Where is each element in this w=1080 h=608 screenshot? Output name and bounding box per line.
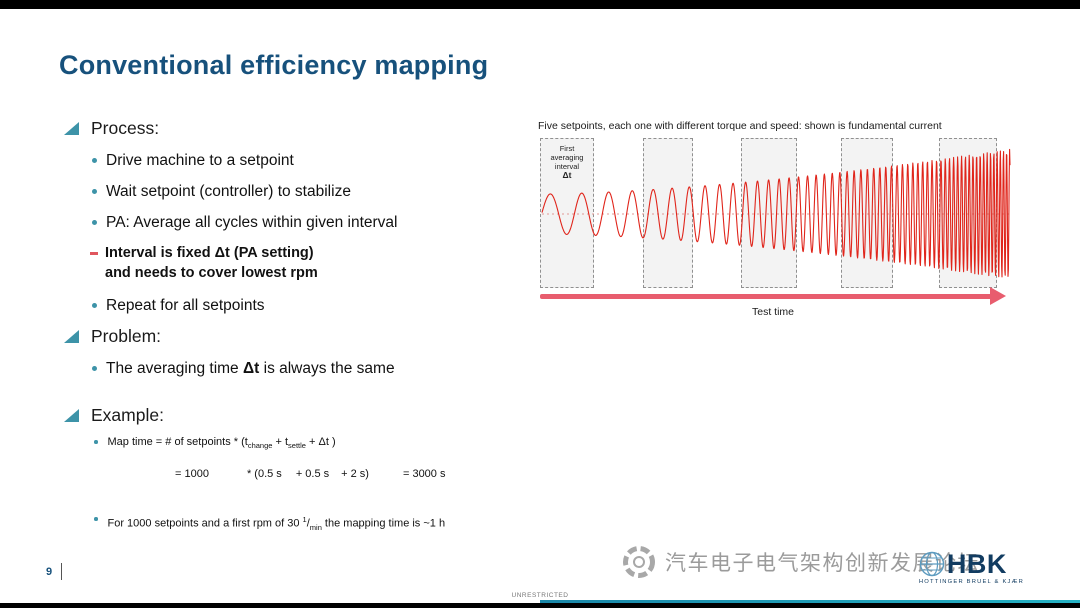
formula-values-row: = 1000 * (0.5 s + 0.5 s + 2 s) = 3000 s bbox=[60, 467, 540, 482]
footer-accent-line bbox=[540, 600, 1080, 603]
waveform-svg bbox=[541, 148, 1012, 278]
process-heading: Process: bbox=[91, 118, 160, 138]
bullet-text: Wait setpoint (controller) to stabilize bbox=[106, 183, 351, 200]
watermark-logo-icon bbox=[623, 546, 655, 578]
hbk-logo: HBK HOTTINGER BRUEL & KJÆR bbox=[918, 549, 1024, 586]
page-number-divider bbox=[61, 563, 62, 580]
bullet-item: Wait setpoint (controller) to stabilize bbox=[60, 181, 540, 202]
hbk-tagline: HOTTINGER BRUEL & KJÆR bbox=[918, 579, 1024, 585]
formula-value: + 0.5 s bbox=[295, 468, 330, 481]
dash-bullet-icon bbox=[90, 252, 98, 255]
problem-heading: Problem: bbox=[91, 326, 162, 346]
bullet-icon bbox=[92, 220, 97, 225]
triangle-bullet-icon bbox=[64, 330, 79, 343]
setpoint-diagram: Five setpoints, each one with different … bbox=[538, 120, 1018, 330]
fundamental-current-waveform bbox=[541, 148, 1011, 278]
test-time-label: Test time bbox=[751, 306, 794, 318]
example-heading-row: Example: bbox=[60, 405, 540, 426]
bullet-item: Drive machine to a setpoint bbox=[60, 150, 540, 171]
sub-bullet-item: Interval is fixed Δt (PA setting) and ne… bbox=[60, 243, 540, 283]
bullet-item: Repeat for all setpoints bbox=[60, 295, 540, 316]
diagram-caption: Five setpoints, each one with different … bbox=[538, 120, 942, 132]
top-black-bar bbox=[0, 0, 1080, 9]
bullet-icon bbox=[94, 440, 98, 444]
waveform-plot: First averaging interval Δt bbox=[538, 138, 1018, 290]
formula-value: = 3000 s bbox=[402, 468, 446, 481]
example-heading: Example: bbox=[91, 405, 164, 425]
example-note-row: For 1000 setpoints and a first rpm of 30… bbox=[60, 512, 540, 535]
bullet-text: PA: Average all cycles within given inte… bbox=[106, 214, 398, 231]
watermark: 汽车电子电气架构创新发展论坛 bbox=[620, 543, 980, 581]
setpoint-box: First averaging interval Δt bbox=[540, 138, 594, 288]
bullet-icon bbox=[92, 303, 97, 308]
formula-value: = 1000 bbox=[175, 468, 209, 481]
bullet-icon bbox=[92, 189, 97, 194]
averaging-interval-label: First averaging interval Δt bbox=[550, 144, 584, 180]
watermark-text: 汽车电子电气架构创新发展论坛 bbox=[665, 552, 980, 575]
sub-bullet-line: and needs to cover lowest rpm bbox=[105, 265, 318, 281]
formula-row: Map time = # of setpoints * (tchange + t… bbox=[60, 435, 540, 453]
page-number: 9 bbox=[46, 566, 53, 578]
problem-heading-row: Problem: bbox=[60, 326, 540, 347]
test-time-arrow bbox=[540, 294, 992, 299]
sub-bullet-text: Interval is fixed Δt (PA setting) and ne… bbox=[105, 243, 318, 283]
triangle-bullet-icon bbox=[64, 409, 79, 422]
globe-icon bbox=[919, 551, 945, 577]
triangle-bullet-icon bbox=[64, 122, 79, 135]
formula-text: Map time = # of setpoints * (tchange + t… bbox=[107, 436, 336, 451]
bullet-item: PA: Average all cycles within given inte… bbox=[60, 212, 540, 233]
bullet-text: The averaging time Δt is always the same bbox=[106, 360, 395, 377]
process-heading-row: Process: bbox=[60, 118, 540, 139]
test-time-arrow-head-icon bbox=[990, 287, 1006, 305]
bullet-text: Repeat for all setpoints bbox=[106, 297, 265, 314]
bullet-content: Process: Drive machine to a setpoint Wai… bbox=[60, 118, 540, 535]
note-text: For 1000 setpoints and a first rpm of 30… bbox=[107, 515, 446, 533]
formula-value: + 2 s) bbox=[341, 468, 369, 481]
bullet-text: Drive machine to a setpoint bbox=[106, 152, 294, 169]
bottom-black-bar bbox=[0, 603, 1080, 608]
bullet-icon bbox=[92, 158, 97, 163]
hbk-logo-text: HBK bbox=[946, 549, 1007, 579]
bullet-icon bbox=[94, 517, 98, 521]
classification-label: UNRESTRICTED bbox=[511, 592, 569, 599]
sub-bullet-line: Interval is fixed Δt (PA setting) bbox=[105, 245, 314, 261]
bullet-icon bbox=[92, 366, 97, 371]
slide-title: Conventional efficiency mapping bbox=[59, 50, 489, 80]
bullet-item: The averaging time Δt is always the same bbox=[60, 358, 540, 379]
formula-value: * (0.5 s bbox=[246, 468, 282, 481]
